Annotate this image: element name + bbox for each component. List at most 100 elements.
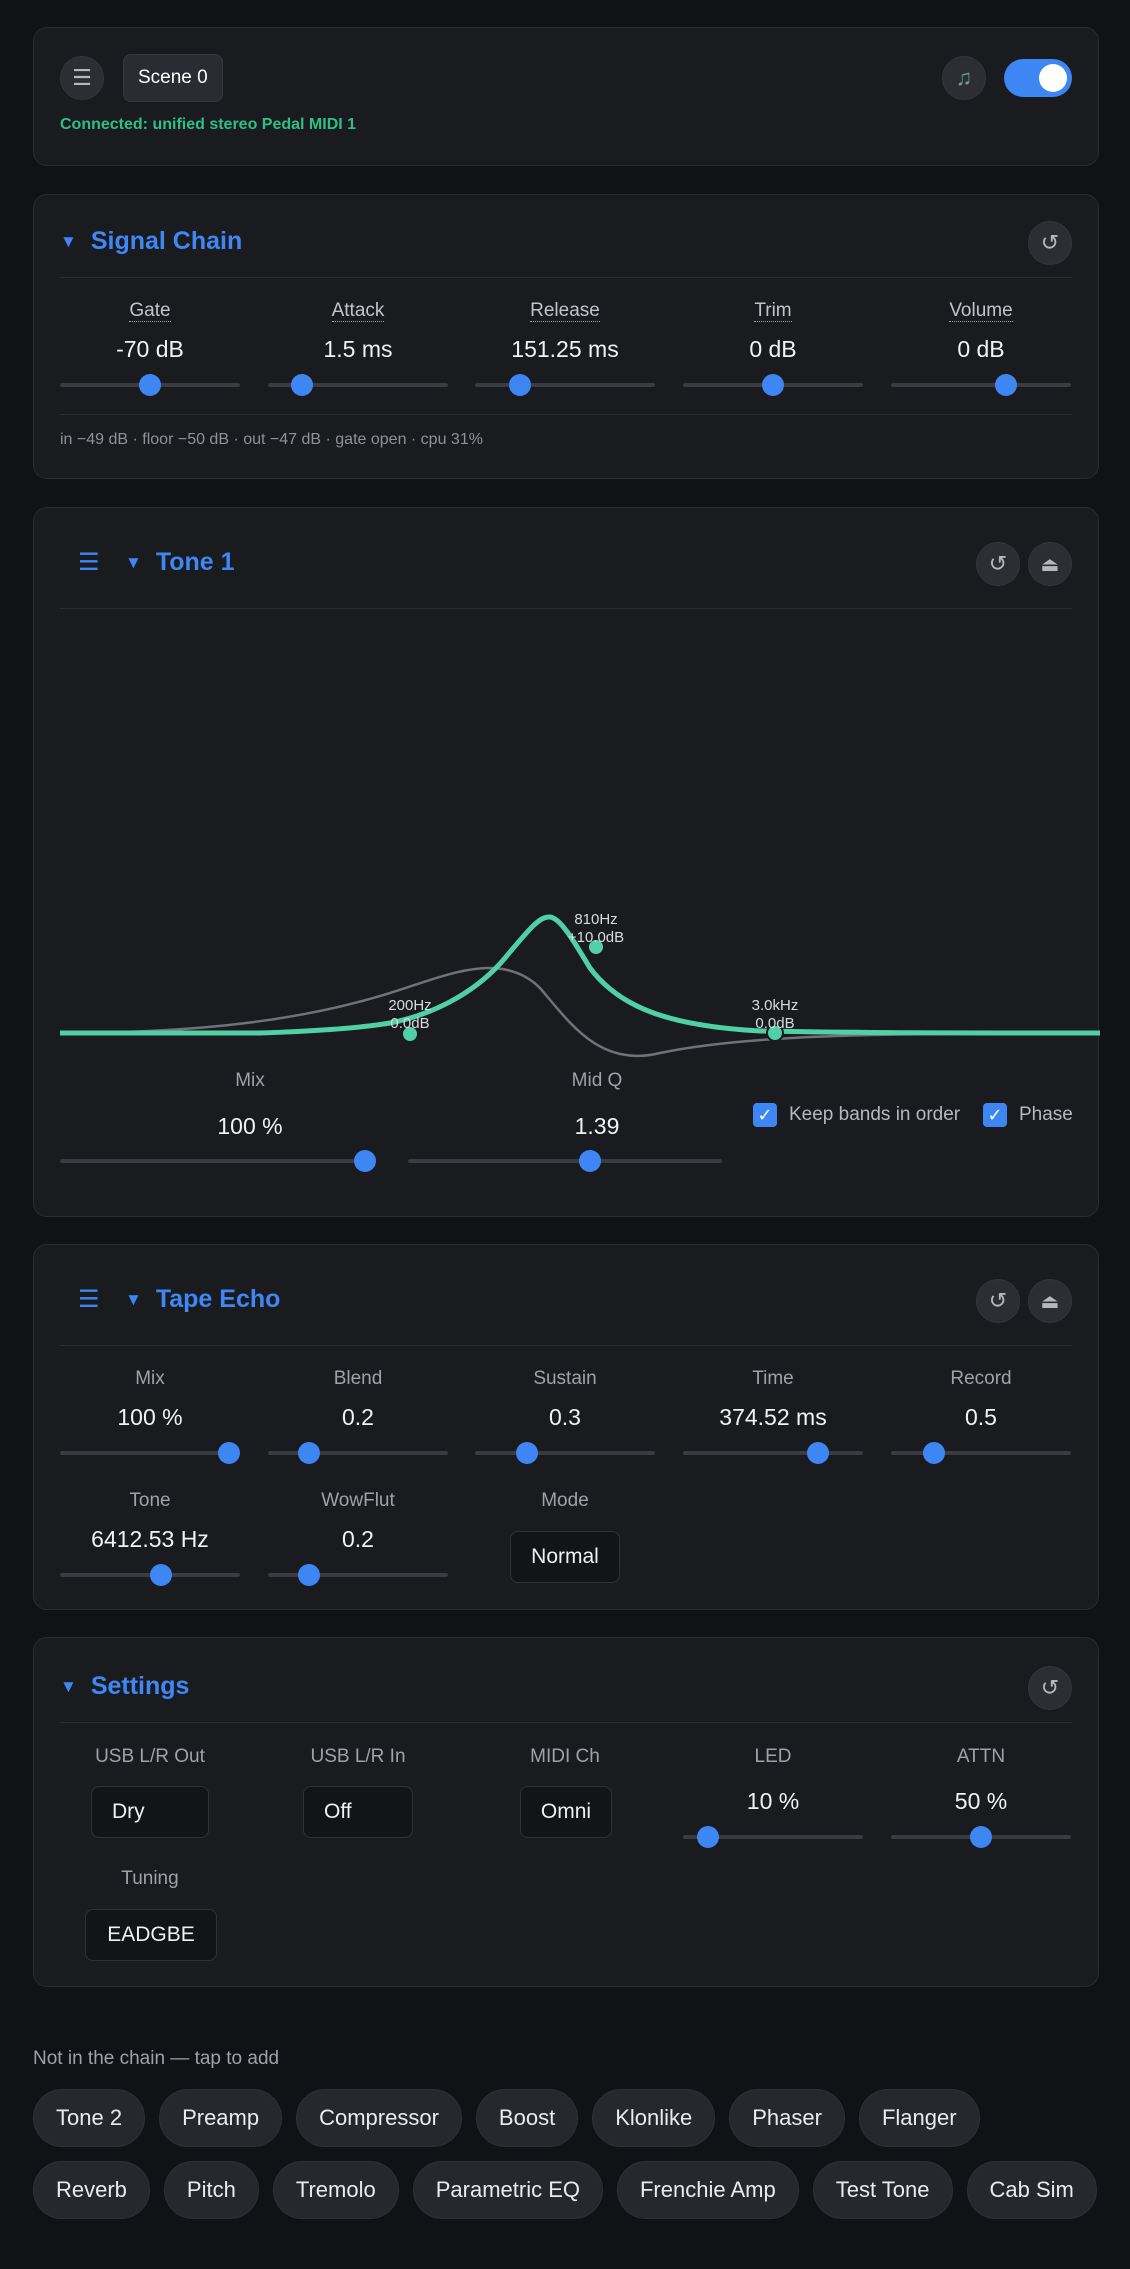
record-slider[interactable] xyxy=(891,1442,1071,1464)
reset-button[interactable]: ↺ xyxy=(1028,1666,1072,1710)
wowflut-slider[interactable] xyxy=(268,1564,448,1586)
band-gain-label: 0.0dB xyxy=(390,1015,429,1032)
add-effect-chip[interactable]: Test Tone xyxy=(812,2161,953,2219)
slider-thumb[interactable] xyxy=(298,1564,321,1586)
add-effect-chip[interactable]: Tremolo xyxy=(272,2161,399,2219)
phase-label: Phase xyxy=(1019,1104,1073,1125)
slider-thumb[interactable] xyxy=(516,1442,539,1464)
divider xyxy=(60,277,1072,278)
add-effect-chip[interactable]: Klonlike xyxy=(592,2089,716,2147)
trim-slider[interactable] xyxy=(683,374,863,396)
midq-slider[interactable] xyxy=(408,1150,722,1172)
remove-button[interactable]: ⏏ xyxy=(1028,542,1072,586)
phase-checkbox[interactable]: ✓ Phase xyxy=(983,1103,1073,1127)
menu-button[interactable]: ☰ xyxy=(60,56,104,100)
eq-graph[interactable]: 200Hz 0.0dB 810Hz +10.0dB 3.0kHz 0.0dB xyxy=(60,688,1100,1068)
add-effect-chip[interactable]: Compressor xyxy=(296,2089,462,2147)
mix-slider[interactable] xyxy=(60,1150,376,1172)
release-slider[interactable] xyxy=(475,374,655,396)
slider-thumb[interactable] xyxy=(762,374,784,396)
midi-button[interactable]: ♫ xyxy=(942,56,986,100)
led-label: LED xyxy=(754,1746,792,1767)
slider-thumb[interactable] xyxy=(353,1150,376,1172)
sustain-label: Sustain xyxy=(475,1368,655,1390)
add-effect-chip[interactable]: Frenchie Amp xyxy=(616,2161,799,2219)
gate-slider[interactable] xyxy=(60,374,240,396)
remove-button[interactable]: ⏏ xyxy=(1028,1279,1072,1323)
divider xyxy=(60,414,1072,415)
music-note-icon: ♫ xyxy=(955,65,973,90)
led-slider[interactable] xyxy=(683,1826,863,1848)
attack-slider[interactable] xyxy=(268,374,448,396)
slider-thumb[interactable] xyxy=(218,1442,241,1464)
slider-thumb[interactable] xyxy=(923,1442,946,1464)
mode-select[interactable]: Normal xyxy=(510,1531,620,1583)
slider-thumb[interactable] xyxy=(697,1826,720,1848)
meter-readout: in −49 dB · floor −50 dB · out −47 dB · … xyxy=(60,431,483,448)
mix-slider[interactable] xyxy=(60,1442,241,1464)
tuning-select[interactable]: EADGBE xyxy=(85,1909,217,1961)
tone-slider[interactable] xyxy=(60,1564,240,1586)
divider xyxy=(60,1345,1072,1346)
available-effects-row: Reverb Pitch Tremolo Parametric EQ Frenchie … xyxy=(33,2161,1113,2233)
toggle-knob xyxy=(1039,64,1067,92)
sustain-label-text: Sustain xyxy=(533,1368,597,1389)
slider-thumb[interactable] xyxy=(149,1564,172,1586)
add-effect-chip[interactable]: Reverb xyxy=(33,2161,150,2219)
mode-label: Mode xyxy=(541,1490,589,1511)
slider-thumb[interactable] xyxy=(509,374,531,396)
settings-header[interactable]: ▼ Settings xyxy=(60,1672,189,1701)
add-effect-chip[interactable]: Flanger xyxy=(858,2089,980,2147)
volume-label: Volume xyxy=(891,300,1071,322)
midq-label: Mid Q xyxy=(571,1070,623,1091)
reset-button[interactable]: ↺ xyxy=(976,1279,1020,1323)
scene-button[interactable]: Scene 0 xyxy=(123,54,223,102)
tape-echo-header[interactable]: ▼ Tape Echo xyxy=(125,1285,280,1314)
eject-icon: ⏏ xyxy=(1040,1290,1060,1313)
tone-label-text: Tone xyxy=(129,1490,171,1511)
add-effect-chip[interactable]: Preamp xyxy=(159,2089,283,2147)
volume-slider[interactable] xyxy=(891,374,1071,396)
tuning-label: Tuning xyxy=(121,1868,179,1889)
slider-thumb[interactable] xyxy=(139,374,161,396)
time-slider[interactable] xyxy=(683,1442,863,1464)
keep-bands-label: Keep bands in order xyxy=(789,1104,961,1125)
drag-handle[interactable]: ☰ xyxy=(78,1285,100,1314)
signal-chain-header[interactable]: ▼ Signal Chain xyxy=(60,227,242,256)
attack-label-text: Attack xyxy=(331,300,385,322)
keep-bands-checkbox[interactable]: ✓ Keep bands in order xyxy=(753,1103,960,1127)
slider-thumb[interactable] xyxy=(579,1150,602,1172)
add-effect-chip[interactable]: Parametric EQ xyxy=(412,2161,603,2219)
tone1-header[interactable]: ▼ Tone 1 xyxy=(125,548,235,577)
add-effect-chip[interactable]: Boost xyxy=(475,2089,579,2147)
add-effect-chip[interactable]: Pitch xyxy=(163,2161,259,2219)
drag-handle[interactable]: ☰ xyxy=(78,548,100,577)
band-handle[interactable] xyxy=(766,1024,784,1042)
midi-ch-select[interactable]: Omni xyxy=(520,1786,612,1838)
reset-button[interactable]: ↺ xyxy=(1028,221,1072,265)
blend-slider[interactable] xyxy=(268,1442,448,1464)
eject-icon: ⏏ xyxy=(1040,553,1060,576)
mix-label: Mix xyxy=(235,1070,265,1091)
add-effect-chip[interactable]: Tone 2 xyxy=(33,2089,146,2147)
sustain-slider[interactable] xyxy=(475,1442,655,1464)
mix-value: 100 % xyxy=(117,1404,183,1430)
band-gain-label: +10.0dB xyxy=(568,929,624,946)
power-toggle[interactable] xyxy=(1004,59,1072,97)
add-effect-chip[interactable]: Phaser xyxy=(729,2089,845,2147)
slider-thumb[interactable] xyxy=(970,1826,992,1848)
gate-label-text: Gate xyxy=(129,300,171,322)
slider-thumb[interactable] xyxy=(807,1442,829,1464)
reset-button[interactable]: ↺ xyxy=(976,542,1020,586)
slider-thumb[interactable] xyxy=(291,374,314,396)
add-effect-chip[interactable]: Cab Sim xyxy=(966,2161,1097,2219)
usb-in-select[interactable]: Off xyxy=(303,1786,413,1838)
slider-thumb[interactable] xyxy=(298,1442,321,1464)
band-handle[interactable] xyxy=(401,1025,419,1043)
trim-label: Trim xyxy=(683,300,863,322)
usb-out-select[interactable]: Dry xyxy=(91,1786,209,1838)
slider-thumb[interactable] xyxy=(995,374,1018,396)
attn-value: 50 % xyxy=(954,1788,1008,1814)
attn-slider[interactable] xyxy=(891,1826,1071,1848)
band-handle[interactable] xyxy=(587,938,605,956)
